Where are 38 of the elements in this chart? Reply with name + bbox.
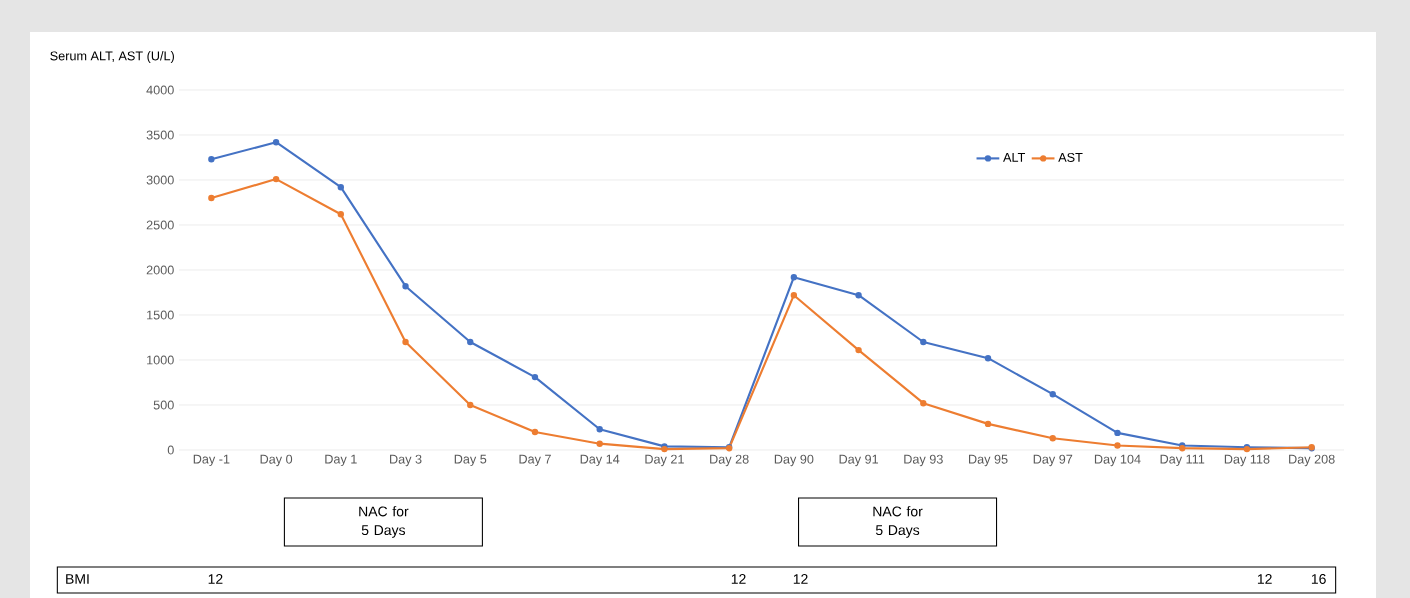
y-tick-label: 3500 [146,130,174,140]
x-tick-label: Day 93 [904,454,943,467]
x-tick-label: Day 28 [710,454,749,467]
x-tick-label: Day 14 [580,454,620,467]
x-tick-label: Day 21 [645,454,684,467]
x-tick-label: Day 3 [390,454,422,467]
x-tick-label: Day 1 [325,454,357,467]
legend-label: AST [1058,152,1083,162]
text: NAC for 5 Days [359,506,409,538]
x-tick-label: Day 104 [1094,454,1141,467]
x-tick-label: Day 111 [1160,454,1205,467]
text: 12 [208,574,223,584]
text: 12 [731,574,746,584]
y-tick-label: 1500 [147,310,174,320]
legend-label: ALT [1003,153,1026,162]
x-tick-label: Day 0 [260,454,293,467]
x-tick-label: Day 118 [1224,454,1270,467]
text: 12 [1257,574,1272,584]
text: 12 [793,574,808,584]
y-tick-label: 500 [153,400,174,410]
y-tick-label: 4000 [146,85,174,95]
x-tick-label: Day 97 [1033,454,1073,467]
x-tick-label: Day 208 [1289,454,1335,467]
y-tick-label: 2500 [146,220,174,230]
x-tick-label: Day 91 [839,454,879,467]
y-axis-title: Serum ALT, AST (U/L) [50,51,174,63]
y-tick-label: 0 [167,445,174,455]
y-tick-label: 2000 [146,265,174,275]
text: 16 [1311,574,1326,584]
x-tick-label: Day 5 [454,454,487,467]
y-tick-label: 1000 [147,355,174,365]
x-tick-label: Day 7 [519,454,551,467]
y-tick-label: 3000 [146,175,174,185]
x-tick-label: Day 90 [774,454,814,467]
x-tick-label: Day -1 [193,454,230,467]
text: BMI [66,574,89,584]
text: NAC for 5 Days [873,506,923,538]
x-tick-label: Day 95 [969,454,1008,467]
